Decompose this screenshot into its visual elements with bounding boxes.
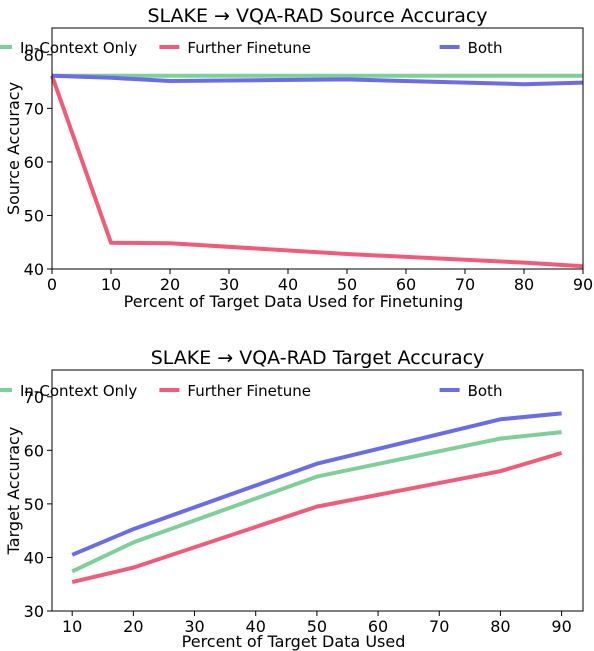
x-tick-label: 10 xyxy=(62,617,82,636)
y-tick-label: 50 xyxy=(24,495,44,514)
legend-label-3: Both xyxy=(468,382,503,400)
x-tick-label: 20 xyxy=(160,275,180,294)
x-axis-label: Percent of Target Data Used xyxy=(182,632,406,651)
x-tick-label: 60 xyxy=(396,275,416,294)
plot-frame xyxy=(51,27,584,270)
y-tick-label: 50 xyxy=(24,206,44,225)
x-tick-label: 90 xyxy=(551,617,571,636)
x-tick-label: 20 xyxy=(123,617,143,636)
legend-label-1: In-Context Only xyxy=(20,382,137,400)
x-tick-label: 80 xyxy=(490,617,510,636)
x-tick-label: 60 xyxy=(368,617,388,636)
legend: In-Context Only Further Finetune Both xyxy=(0,39,502,57)
x-tick-label: 90 xyxy=(573,275,593,294)
x-tick-label: 50 xyxy=(307,617,327,636)
y-tick-label: 70 xyxy=(24,99,44,118)
y-tick-label: 30 xyxy=(24,602,44,621)
x-axis-label: Percent of Target Data Used for Finetuni… xyxy=(124,292,464,311)
chart-title: SLAKE → VQA-RAD Target Accuracy xyxy=(151,347,485,369)
y-tick-label: 40 xyxy=(24,548,44,567)
y-tick-label: 60 xyxy=(24,153,44,172)
x-tick-label: 0 xyxy=(47,275,57,294)
series-line-2 xyxy=(71,451,563,585)
x-tick-label: 80 xyxy=(514,275,534,294)
legend-label-2: Further Finetune xyxy=(187,39,311,57)
chart-2: SLAKE → VQA-RAD Target Accuracy 10 20 30 40 5… xyxy=(0,347,584,651)
series-line-2 xyxy=(50,75,584,269)
y-axis-label: Target Accuracy xyxy=(4,427,23,556)
legend: In-Context Only Further Finetune Both xyxy=(0,382,502,400)
x-tick-label: 30 xyxy=(219,275,239,294)
chart-1: SLAKE → VQA-RAD Source Accuracy 0 10 20 30 40… xyxy=(0,5,593,311)
plot-frame xyxy=(51,369,584,612)
x-tick-label: 40 xyxy=(278,275,298,294)
series-line-3 xyxy=(71,411,562,557)
x-tick-label: 50 xyxy=(337,275,357,294)
legend-label-2: Further Finetune xyxy=(187,382,311,400)
x-tick-label: 70 xyxy=(429,617,449,636)
x-tick-label: 10 xyxy=(101,275,121,294)
chart-title: SLAKE → VQA-RAD Source Accuracy xyxy=(147,5,487,27)
y-axis-label: Source Accuracy xyxy=(4,82,23,215)
series-line-3 xyxy=(51,73,584,87)
y-tick-label: 60 xyxy=(24,441,44,460)
legend-label-3: Both xyxy=(468,39,503,57)
series-line-1 xyxy=(71,430,562,574)
y-tick-label: 70 xyxy=(24,388,44,407)
legend-label-1: In-Context Only xyxy=(20,39,137,57)
y-tick-label: 40 xyxy=(24,260,44,279)
y-tick-label: 80 xyxy=(24,46,44,65)
x-tick-label: 30 xyxy=(184,617,204,636)
x-tick-label: 40 xyxy=(246,617,266,636)
x-tick-label: 70 xyxy=(455,275,475,294)
